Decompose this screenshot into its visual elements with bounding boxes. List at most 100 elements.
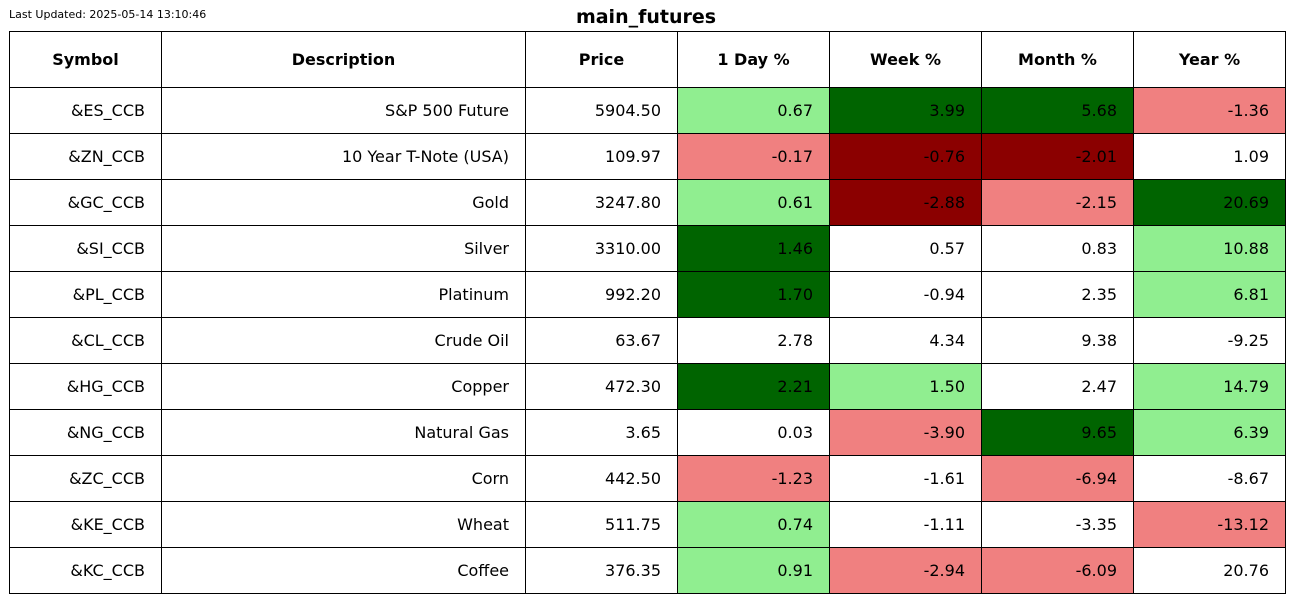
column-header: Week %: [829, 31, 982, 88]
table-cell: -1.11: [829, 501, 982, 548]
table-row: &GC_CCB Gold 3247.80 0.61 -2.88 -2.15 20.69: [9, 179, 1286, 226]
table-cell: 9.65: [981, 409, 1134, 456]
table-cell: &NG_CCB: [9, 409, 162, 456]
table-cell: -13.12: [1133, 501, 1286, 548]
table-cell: 3.99: [829, 87, 982, 134]
table-cell: -2.15: [981, 179, 1134, 226]
table-cell: 0.03: [677, 409, 830, 456]
table-row: &ZC_CCB Corn 442.50 -1.23 -1.61 -6.94 -8.67: [9, 455, 1286, 502]
table-cell: 1.09: [1133, 133, 1286, 180]
table-cell: 2.47: [981, 363, 1134, 410]
table-row: &SI_CCB Silver 3310.00 1.46 0.57 0.83 10.88: [9, 225, 1286, 272]
table-cell: 0.83: [981, 225, 1134, 272]
table-cell: Platinum: [161, 271, 526, 318]
table-cell: Natural Gas: [161, 409, 526, 456]
table-cell: 9.38: [981, 317, 1134, 364]
table-cell: 20.76: [1133, 547, 1286, 594]
table-cell: 442.50: [525, 455, 678, 502]
table-cell: &HG_CCB: [9, 363, 162, 410]
table-cell: 14.79: [1133, 363, 1286, 410]
table-cell: 1.46: [677, 225, 830, 272]
table-row: &ZN_CCB 10 Year T-Note (USA) 109.97 -0.17 -0…: [9, 133, 1286, 180]
table-cell: 0.61: [677, 179, 830, 226]
table-cell: &ZN_CCB: [9, 133, 162, 180]
table-cell: Copper: [161, 363, 526, 410]
header-row: Symbol Description Price 1 Day % Week % Month…: [9, 31, 1286, 88]
table-cell: S&P 500 Future: [161, 87, 526, 134]
table-cell: 0.67: [677, 87, 830, 134]
table-row: &NG_CCB Natural Gas 3.65 0.03 -3.90 9.65 6.39: [9, 409, 1286, 456]
table-cell: -0.94: [829, 271, 982, 318]
table-cell: Wheat: [161, 501, 526, 548]
table-cell: 0.91: [677, 547, 830, 594]
table-cell: Crude Oil: [161, 317, 526, 364]
table-cell: Gold: [161, 179, 526, 226]
table-cell: &GC_CCB: [9, 179, 162, 226]
table-cell: 992.20: [525, 271, 678, 318]
table-cell: -2.01: [981, 133, 1134, 180]
table-cell: 2.21: [677, 363, 830, 410]
table-cell: 472.30: [525, 363, 678, 410]
table-cell: -6.09: [981, 547, 1134, 594]
table-cell: -0.17: [677, 133, 830, 180]
table-row: &ES_CCB S&P 500 Future 5904.50 0.67 3.99 5.68…: [9, 87, 1286, 134]
column-header: Description: [161, 31, 526, 88]
table-cell: -2.88: [829, 179, 982, 226]
table-cell: -9.25: [1133, 317, 1286, 364]
table-cell: 1.50: [829, 363, 982, 410]
table-cell: &KE_CCB: [9, 501, 162, 548]
column-header: Symbol: [9, 31, 162, 88]
table-cell: 4.34: [829, 317, 982, 364]
table-cell: 6.81: [1133, 271, 1286, 318]
table-row: &PL_CCB Platinum 992.20 1.70 -0.94 2.35 6.81: [9, 271, 1286, 318]
table-row: &HG_CCB Copper 472.30 2.21 1.50 2.47 14.79: [9, 363, 1286, 410]
table-body: &ES_CCB S&P 500 Future 5904.50 0.67 3.99 5.68…: [9, 87, 1286, 594]
table-cell: 5904.50: [525, 87, 678, 134]
table-cell: &ZC_CCB: [9, 455, 162, 502]
table-cell: 10.88: [1133, 225, 1286, 272]
table-row: &CL_CCB Crude Oil 63.67 2.78 4.34 9.38 -9.25: [9, 317, 1286, 364]
table-cell: -1.61: [829, 455, 982, 502]
table-cell: -0.76: [829, 133, 982, 180]
table-cell: 5.68: [981, 87, 1134, 134]
futures-table: Symbol Description Price 1 Day % Week % Month…: [9, 31, 1286, 594]
table-cell: &ES_CCB: [9, 87, 162, 134]
table-cell: 3.65: [525, 409, 678, 456]
table-cell: Coffee: [161, 547, 526, 594]
table-cell: 2.78: [677, 317, 830, 364]
table-cell: Corn: [161, 455, 526, 502]
column-header: Price: [525, 31, 678, 88]
table-cell: 63.67: [525, 317, 678, 364]
table-cell: &SI_CCB: [9, 225, 162, 272]
column-header: Year %: [1133, 31, 1286, 88]
table-cell: 10 Year T-Note (USA): [161, 133, 526, 180]
table-cell: 3247.80: [525, 179, 678, 226]
table-cell: 20.69: [1133, 179, 1286, 226]
last-updated-text: Last Updated: 2025-05-14 13:10:46: [9, 8, 207, 21]
table-cell: 3310.00: [525, 225, 678, 272]
table-cell: 0.57: [829, 225, 982, 272]
table-cell: 6.39: [1133, 409, 1286, 456]
table-title: main_futures: [575, 6, 717, 28]
table-cell: 2.35: [981, 271, 1134, 318]
table-cell: -2.94: [829, 547, 982, 594]
table-cell: -1.23: [677, 455, 830, 502]
table-cell: &KC_CCB: [9, 547, 162, 594]
table-cell: 1.70: [677, 271, 830, 318]
table-cell: -3.90: [829, 409, 982, 456]
table-cell: -8.67: [1133, 455, 1286, 502]
table-cell: 376.35: [525, 547, 678, 594]
table-cell: 511.75: [525, 501, 678, 548]
column-header: Month %: [981, 31, 1134, 88]
table-cell: -1.36: [1133, 87, 1286, 134]
table-cell: 0.74: [677, 501, 830, 548]
table-cell: 109.97: [525, 133, 678, 180]
table-cell: Silver: [161, 225, 526, 272]
table-cell: -3.35: [981, 501, 1134, 548]
table-row: &KE_CCB Wheat 511.75 0.74 -1.11 -3.35 -13.12: [9, 501, 1286, 548]
table-cell: -6.94: [981, 455, 1134, 502]
table-cell: &CL_CCB: [9, 317, 162, 364]
table-cell: &PL_CCB: [9, 271, 162, 318]
column-header: 1 Day %: [677, 31, 830, 88]
table-row: &KC_CCB Coffee 376.35 0.91 -2.94 -6.09 20.76: [9, 547, 1286, 594]
